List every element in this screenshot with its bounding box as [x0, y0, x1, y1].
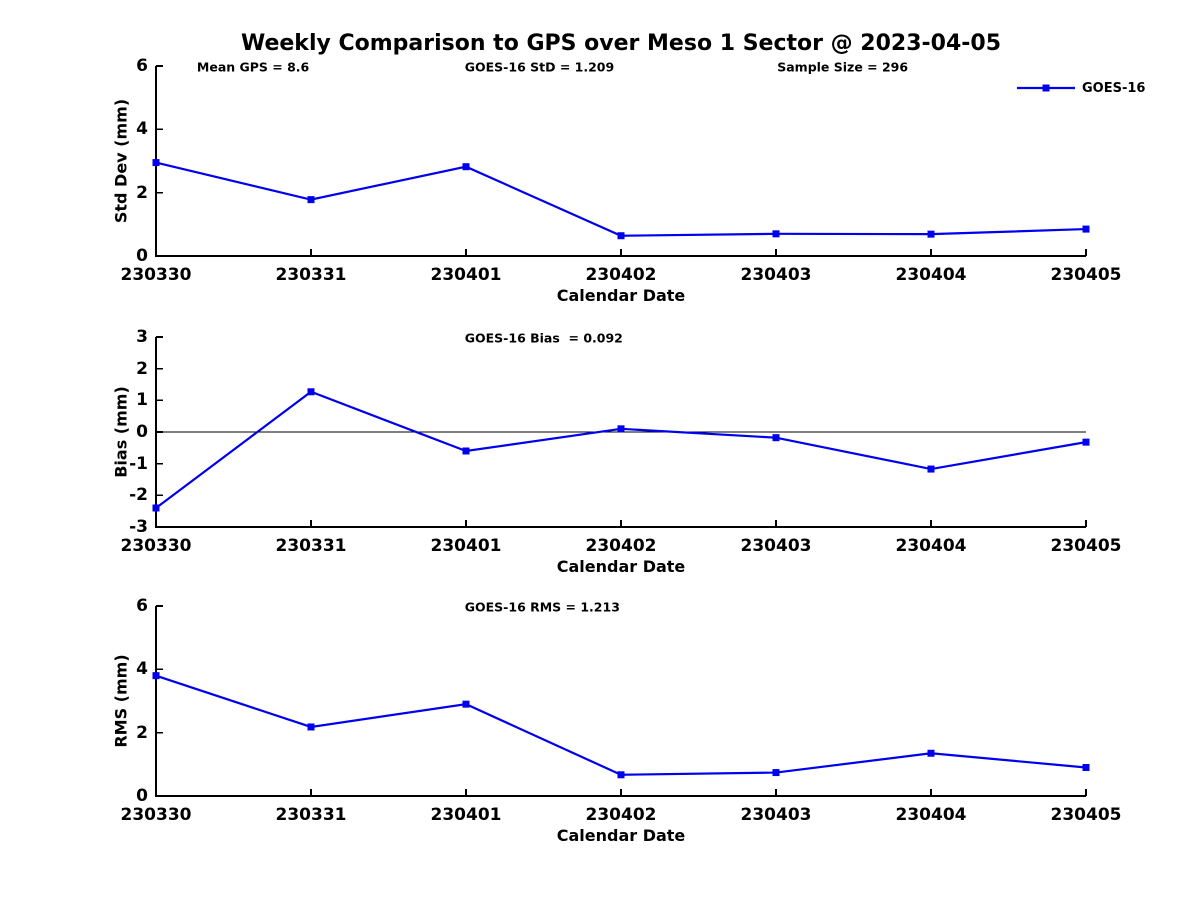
data-point-marker: [462, 447, 470, 455]
x-tick-label: 230330: [120, 805, 192, 825]
y-tick-label: 6: [136, 56, 148, 76]
data-point-marker: [307, 196, 315, 204]
data-point-marker: [1082, 764, 1090, 771]
x-tick-label: 230404: [895, 536, 967, 556]
data-point-marker: [1082, 438, 1090, 446]
data-point-marker: [462, 163, 470, 171]
x-tick-label: 230330: [120, 265, 192, 285]
x-tick-label: 230405: [1050, 805, 1122, 825]
data-point-marker: [152, 504, 160, 512]
axes: [155, 606, 1086, 797]
x-axis-label: Calendar Date: [556, 557, 686, 576]
x-tick-label: 230403: [740, 536, 812, 556]
plot-area: [152, 336, 1090, 528]
data-point-marker: [617, 425, 625, 433]
plot-area: [152, 605, 1090, 797]
data-point-marker: [772, 769, 780, 777]
x-tick-label: 230331: [275, 536, 347, 556]
x-tick-label: 230401: [430, 536, 502, 556]
y-tick-label: 2: [136, 182, 148, 203]
y-tick-label: 0: [136, 786, 148, 806]
x-tick-label: 230331: [275, 805, 347, 825]
x-tick-label: 230331: [275, 265, 347, 285]
annotation: GOES-16 RMS = 1.213: [464, 599, 620, 615]
x-tick-label: 230401: [430, 265, 502, 285]
data-point-marker: [617, 232, 625, 240]
y-tick-label: 0: [136, 422, 148, 442]
y-tick-label: -3: [129, 517, 148, 537]
y-tick-label: 2: [136, 358, 148, 379]
y-tick-label: 4: [136, 119, 148, 140]
y-tick-label: -1: [129, 453, 148, 474]
y-axis-label: Std Dev (mm): [111, 98, 131, 224]
data-point-marker: [462, 700, 470, 708]
y-tick-label: 1: [136, 390, 148, 411]
legend-label: GOES-16: [1082, 80, 1146, 96]
series-line: [155, 161, 1087, 237]
data-point-marker: [307, 723, 315, 731]
annotation: GOES-16 StD = 1.209: [464, 59, 615, 75]
annotation: Mean GPS = 8.6: [196, 59, 310, 75]
data-point-marker: [927, 230, 935, 238]
y-tick-label: 2: [136, 722, 148, 743]
data-point-marker: [772, 434, 780, 442]
x-tick-label: 230404: [895, 265, 967, 285]
x-axis-label: Calendar Date: [556, 826, 686, 845]
data-point-marker: [927, 465, 935, 473]
x-tick-label: 230403: [740, 805, 812, 825]
x-tick-label: 230405: [1050, 265, 1122, 285]
x-tick-label: 230402: [585, 536, 657, 556]
series-line: [155, 390, 1087, 509]
annotation: Sample Size = 296: [777, 59, 909, 75]
y-tick-label: -2: [129, 485, 148, 506]
axes: [155, 337, 1086, 528]
y-axis-label: RMS (mm): [111, 654, 131, 748]
data-point-marker: [307, 388, 315, 396]
y-tick-label: 0: [136, 246, 148, 266]
y-axis-label: Bias (mm): [111, 386, 131, 478]
data-point-marker: [1082, 225, 1090, 233]
data-point-marker: [772, 230, 780, 238]
x-axis-label: Calendar Date: [556, 286, 686, 305]
legend: GOES-16: [1017, 80, 1145, 96]
x-tick-label: 230330: [120, 536, 192, 556]
data-point-marker: [152, 672, 160, 680]
axes: [155, 66, 1086, 257]
x-tick-label: 230403: [740, 265, 812, 285]
x-tick-label: 230402: [585, 265, 657, 285]
y-tick-label: 6: [136, 596, 148, 616]
x-tick-label: 230401: [430, 805, 502, 825]
chart-title: Weekly Comparison to GPS over Meso 1 Sec…: [240, 31, 1002, 56]
plot-area: [152, 65, 1090, 257]
x-tick-label: 230402: [585, 805, 657, 825]
x-tick-label: 230404: [895, 805, 967, 825]
annotation: GOES-16 Bias = 0.092: [464, 330, 623, 346]
x-tick-label: 230405: [1050, 536, 1122, 556]
data-point-marker: [617, 771, 625, 779]
legend-marker: [1042, 84, 1050, 92]
y-tick-label: 4: [136, 659, 148, 680]
y-tick-label: 3: [136, 327, 148, 347]
series-line: [155, 674, 1087, 776]
data-point-marker: [152, 159, 160, 167]
legend-line-marker-icon: [1017, 84, 1075, 92]
data-point-marker: [927, 749, 935, 757]
